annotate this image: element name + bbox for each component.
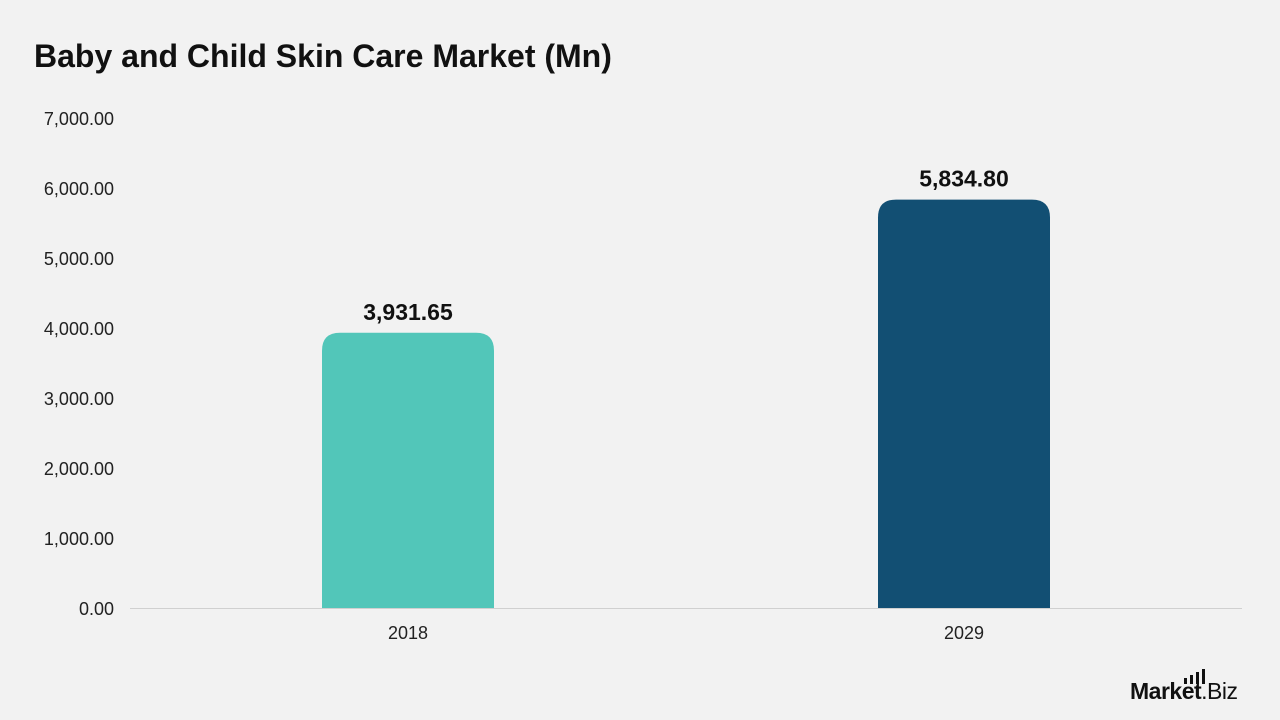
y-tick-label: 4,000.00	[44, 319, 114, 339]
y-tick-label: 0.00	[79, 599, 114, 619]
bars	[322, 199, 1050, 608]
y-tick-label: 2,000.00	[44, 459, 114, 479]
bar-2029	[878, 199, 1050, 608]
x-axis-ticks: 2018 2029	[388, 623, 984, 643]
y-tick-label: 1,000.00	[44, 529, 114, 549]
y-axis-ticks: 0.00 1,000.00 2,000.00 3,000.00 4,000.00 5,00…	[44, 109, 114, 619]
bar-2018	[322, 332, 494, 608]
y-tick-label: 5,000.00	[44, 249, 114, 269]
brand-name: Market	[1130, 678, 1202, 704]
y-tick-label: 7,000.00	[44, 109, 114, 129]
brand-wordmark: Market.Biz	[1130, 678, 1238, 705]
x-tick-label: 2029	[944, 623, 984, 643]
y-tick-label: 6,000.00	[44, 179, 114, 199]
brand-suffix: .Biz	[1201, 678, 1238, 704]
x-tick-label: 2018	[388, 623, 428, 643]
bar-chart-icon	[1184, 669, 1205, 684]
value-label-2018: 3,931.65	[363, 299, 453, 325]
value-label-2029: 5,834.80	[919, 166, 1009, 192]
chart-title: Baby and Child Skin Care Market (Mn)	[34, 38, 612, 74]
value-labels: 3,931.65 5,834.80	[363, 166, 1009, 325]
y-tick-label: 3,000.00	[44, 389, 114, 409]
brand-logo: Market.Biz	[1130, 668, 1260, 708]
